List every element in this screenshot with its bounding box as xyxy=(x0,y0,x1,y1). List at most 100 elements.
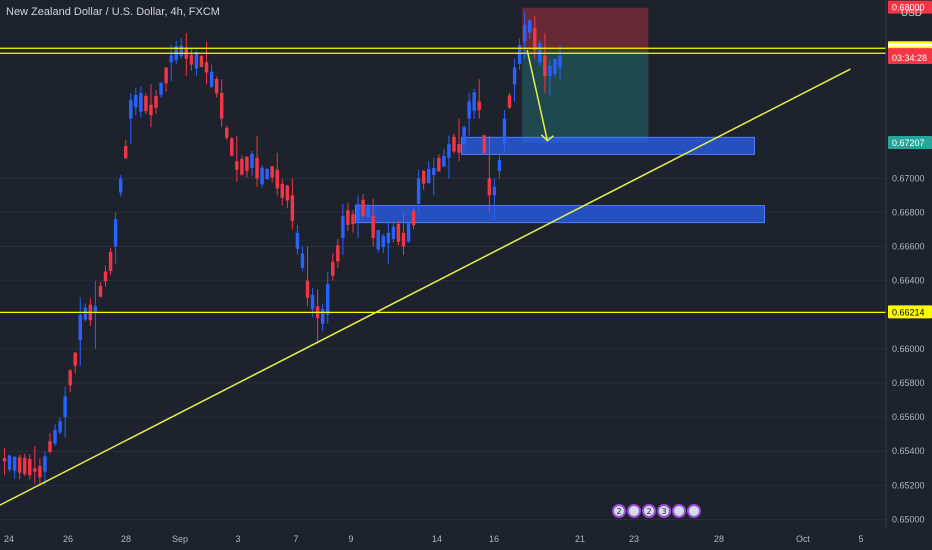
flag-icon[interactable] xyxy=(687,504,701,518)
candle-body xyxy=(204,62,209,73)
candle-body xyxy=(366,206,370,218)
x-tick-label: Oct xyxy=(796,534,811,544)
price-badge-label: 0.67207 xyxy=(892,138,925,148)
candle-body xyxy=(68,370,72,386)
candle-body xyxy=(401,232,406,247)
candle-body xyxy=(7,455,12,470)
candle-body xyxy=(199,55,204,67)
candle-body xyxy=(548,65,552,76)
demand-zone[interactable] xyxy=(461,136,755,155)
candle-body xyxy=(427,168,431,184)
candle-body xyxy=(43,456,47,472)
candle-body xyxy=(265,168,269,180)
flag-icon[interactable] xyxy=(672,504,686,518)
candle-body xyxy=(558,55,562,68)
candle-body xyxy=(442,155,446,167)
y-tick-label: 0.66600 xyxy=(892,242,925,252)
candle-body xyxy=(381,235,385,248)
x-tick-label: 7 xyxy=(293,534,298,544)
y-tick-label: 0.65600 xyxy=(892,412,925,422)
candle-body xyxy=(154,96,158,108)
candle-body xyxy=(189,54,194,65)
candle-body xyxy=(225,127,229,138)
sl-zone[interactable] xyxy=(522,7,649,51)
candle-body xyxy=(386,232,391,244)
time-axis[interactable] xyxy=(0,528,932,550)
candle-body xyxy=(336,245,340,262)
candle-body xyxy=(462,127,466,145)
flag-icon[interactable]: 2 xyxy=(642,504,656,518)
candle-body xyxy=(194,52,199,69)
candle-body xyxy=(17,457,22,473)
x-tick-label: 26 xyxy=(63,534,73,544)
y-tick-label: 0.67000 xyxy=(892,173,925,183)
arrow-head xyxy=(540,134,554,142)
price-badge xyxy=(888,135,932,149)
candle-body xyxy=(159,82,163,95)
trendline[interactable] xyxy=(0,68,851,509)
y-tick-label: 0.66400 xyxy=(892,276,925,286)
price-badge-label: 0.66214 xyxy=(892,307,925,317)
candle-body xyxy=(497,160,502,171)
x-tick-label: 5 xyxy=(858,534,863,544)
candle-body xyxy=(351,214,355,225)
candle-body xyxy=(472,92,476,111)
candle-body xyxy=(371,215,375,238)
price-badge xyxy=(888,305,932,319)
candle-body xyxy=(447,144,451,158)
candle-body xyxy=(240,158,244,175)
candle-body xyxy=(149,104,153,116)
candle-body xyxy=(452,136,456,152)
flag-icon[interactable]: 2 xyxy=(612,504,626,518)
flag-icon[interactable]: 3 xyxy=(657,504,671,518)
candle-body xyxy=(346,210,350,225)
x-tick-label: 28 xyxy=(121,534,131,544)
candle-body xyxy=(487,178,492,196)
candle-body xyxy=(134,95,138,108)
candle-body xyxy=(73,352,77,366)
price-axis[interactable] xyxy=(886,0,932,550)
candle-body xyxy=(543,55,547,76)
candle-body xyxy=(295,232,300,249)
candle-body xyxy=(406,223,411,242)
candle-body xyxy=(411,210,416,226)
x-tick-label: 24 xyxy=(4,534,14,544)
candle-body xyxy=(2,458,7,462)
candle-body xyxy=(250,153,254,168)
candle-body xyxy=(376,230,380,250)
candle-body xyxy=(300,253,305,268)
flag-icon[interactable] xyxy=(627,504,641,518)
candle-body xyxy=(275,169,279,189)
x-tick-label: 28 xyxy=(714,534,724,544)
x-tick-label: 14 xyxy=(432,534,442,544)
candle-body xyxy=(320,308,325,324)
candle-body xyxy=(280,183,284,198)
candle-body xyxy=(260,167,264,185)
candle-body xyxy=(255,157,259,179)
y-tick-label: 0.66000 xyxy=(892,344,925,354)
candle-body xyxy=(331,261,335,276)
arrow-shaft[interactable] xyxy=(526,50,549,141)
candle-body xyxy=(113,219,118,247)
demand-zone[interactable] xyxy=(355,205,766,224)
candle-body xyxy=(230,138,234,156)
y-tick-label: 0.65000 xyxy=(892,514,925,524)
tp-zone[interactable] xyxy=(522,50,649,143)
candle-body xyxy=(517,45,522,64)
candle-body xyxy=(58,421,62,433)
candle-body xyxy=(169,55,173,63)
candle-body xyxy=(305,280,310,298)
price-badge xyxy=(888,51,932,65)
candle-body xyxy=(48,441,52,452)
price-badge-label: 03:34:28 xyxy=(892,53,927,63)
candle-body xyxy=(553,58,557,75)
x-tick-label: 21 xyxy=(575,534,585,544)
candle-body xyxy=(482,135,486,153)
candle-body xyxy=(179,45,183,57)
candle-body xyxy=(421,170,426,184)
candle-body xyxy=(63,396,67,418)
candle-body xyxy=(437,157,441,172)
candle-body xyxy=(144,96,148,112)
